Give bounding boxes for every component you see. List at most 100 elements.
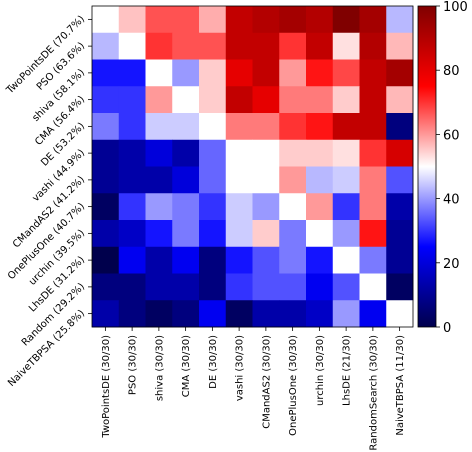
heatmap-cell [172,139,200,167]
heatmap-cell [306,6,334,34]
heatmap-cell [172,113,200,141]
heatmap-cell [332,113,360,141]
heatmap-cell [199,273,227,301]
heatmap-cell [279,86,307,114]
heatmap-cell [252,193,280,221]
heatmap-cell [199,193,227,221]
heatmap-cell [172,32,200,60]
heatmap-cell [118,300,146,328]
heatmap-cell [145,32,173,60]
heatmap-cell [359,139,387,167]
heatmap-cell [199,86,227,114]
column-label: CMA (30/30) [181,335,192,397]
heatmap-cell [92,246,120,274]
heatmap-cell [359,6,387,34]
heatmap-cell [145,113,173,141]
heatmap-cell [279,113,307,141]
heatmap-cell [386,59,414,87]
heatmap-cell [118,113,146,141]
heatmap-cell [225,300,253,328]
heatmap-cell [172,6,200,34]
column-label: RandomSearch (30/30) [368,335,379,451]
heatmap-cell [118,6,146,34]
heatmap-cell [306,246,334,274]
heatmap-cell [279,32,307,60]
heatmap-cell [359,246,387,274]
heatmap-cell [145,300,173,328]
column-label: DE (30/30) [208,335,219,389]
column-label: urchin (30/30) [315,335,326,406]
heatmap-cell [145,6,173,34]
heatmap-cell [118,59,146,87]
heatmap-cell [332,273,360,301]
heatmap-cell [199,59,227,87]
heatmap-cell [92,193,120,221]
heatmap-cell [306,113,334,141]
heatmap-cell [199,139,227,167]
column-label: TwoPointsDE (30/30) [101,335,112,439]
heatmap-cell [252,300,280,328]
heatmap-cell [279,59,307,87]
heatmap-cell [279,193,307,221]
heatmap-cell [306,166,334,194]
colorbar-tick-label: 80 [443,64,460,79]
heatmap-cells [91,5,414,328]
heatmap-cell [332,166,360,194]
heatmap-cell [359,59,387,87]
heatmap-cell [199,246,227,274]
heatmap-cell [332,86,360,114]
heatmap-cell [92,166,120,194]
heatmap-cell [199,32,227,60]
heatmap-cell [252,32,280,60]
heatmap-cell [225,273,253,301]
colorbar-gradient [417,5,437,328]
heatmap-cell [359,32,387,60]
heatmap-cell [306,300,334,328]
heatmap-cell [332,246,360,274]
heatmap-cell [306,193,334,221]
heatmap-cell [172,166,200,194]
heatmap-cell [92,220,120,248]
heatmap-cell [199,220,227,248]
heatmap-cell [252,113,280,141]
heatmap-cell [306,139,334,167]
heatmap-cell [252,246,280,274]
heatmap-cell [359,166,387,194]
heatmap-cell [332,139,360,167]
heatmap-cell [359,220,387,248]
colorbar-tick-label: 60 [443,128,460,143]
heatmap-cell [145,139,173,167]
heatmap-cell [386,32,414,60]
heatmap-cell [225,139,253,167]
heatmap-cell [118,193,146,221]
heatmap-cell [145,86,173,114]
heatmap-cell [252,166,280,194]
heatmap-cell [359,193,387,221]
heatmap-cell [172,193,200,221]
heatmap-cell [225,113,253,141]
heatmap-cell [386,273,414,301]
heatmap-cell [386,113,414,141]
heatmap-cell [386,86,414,114]
heatmap-cell [118,220,146,248]
heatmap-cell [92,113,120,141]
heatmap-cell [118,273,146,301]
heatmap-cell [386,300,414,328]
heatmap-cell [279,300,307,328]
heatmap-cell [332,193,360,221]
heatmap-cell [225,86,253,114]
column-label: LhsDE (21/30) [342,335,353,406]
heatmap-cell [359,300,387,328]
heatmap-cell [306,59,334,87]
heatmap-cell [332,220,360,248]
heatmap-cell [118,139,146,167]
column-labels: TwoPointsDE (30/30) PSO (30/30) shiva (30/… [101,327,406,451]
heatmap-cell [252,86,280,114]
heatmap-cell [386,139,414,167]
heatmap-cell [225,193,253,221]
heatmap-cell [252,6,280,34]
heatmap-cell [359,86,387,114]
heatmap-cell [332,32,360,60]
heatmap-cell [92,6,120,34]
heatmap-cell [225,6,253,34]
